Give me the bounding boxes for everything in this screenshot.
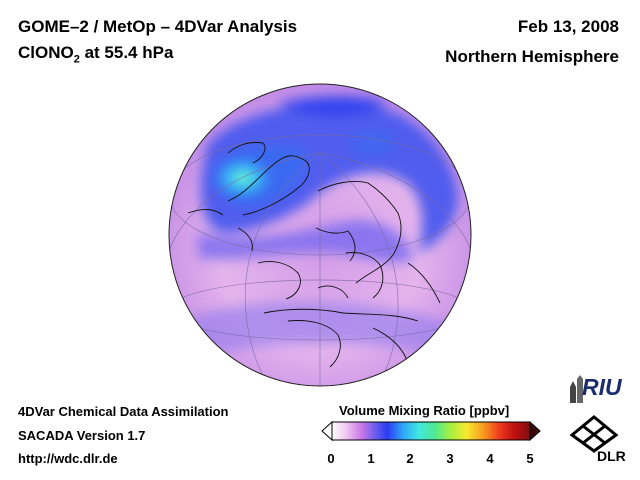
- globe-map: [168, 83, 472, 387]
- species-subscript: 2: [73, 53, 80, 66]
- map-title: GOME–2 / MetOp – 4DVar Analysis: [18, 17, 298, 36]
- map-subtitle: ClONO2 at 55.4 hPa: [18, 43, 173, 65]
- species-name: ClONO: [18, 43, 74, 62]
- footer-line-2: SACADA Version 1.7: [18, 428, 146, 443]
- colorbar-tick-5: 5: [526, 451, 534, 466]
- riu-logo-icon: [570, 375, 583, 403]
- colorbar-tick-2: 2: [406, 451, 414, 466]
- footer-url-link[interactable]: http://wdc.dlr.de: [18, 451, 118, 466]
- riu-logo-text: RIU: [582, 374, 622, 400]
- hemisphere-label: Northern Hemisphere: [445, 47, 619, 66]
- colorbar-under-arrow: [321, 420, 333, 442]
- colorbar-tick-1: 1: [367, 451, 375, 466]
- footer-line-1: 4DVar Chemical Data Assimilation: [18, 404, 229, 419]
- colorbar: [321, 420, 541, 442]
- dlr-logo-text: DLR: [597, 448, 626, 464]
- colorbar-gradient: [331, 421, 531, 441]
- pressure-level: at 55.4 hPa: [79, 43, 174, 62]
- colorbar-tick-4: 4: [486, 451, 494, 466]
- colorbar-tick-3: 3: [446, 451, 454, 466]
- colorbar-tick-0: 0: [327, 451, 335, 466]
- analysis-date: Feb 13, 2008: [517, 17, 619, 36]
- dlr-logo-icon: [569, 415, 619, 453]
- colorbar-label: Volume Mixing Ratio [ppbv]: [339, 403, 510, 418]
- colorbar-over-arrow: [529, 420, 541, 442]
